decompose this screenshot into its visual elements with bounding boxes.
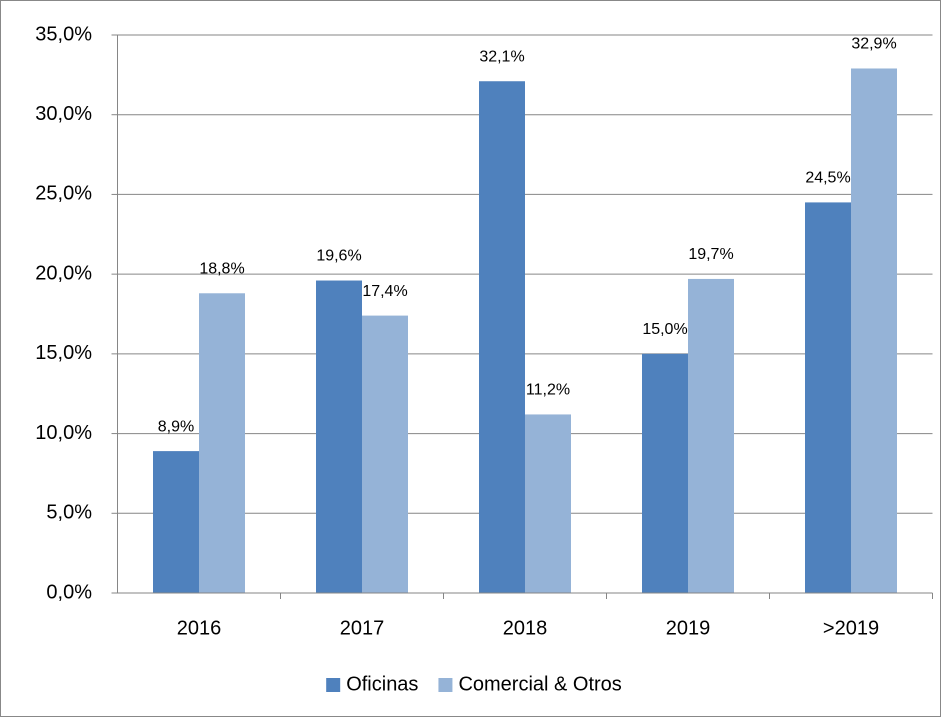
value-label: 17,4%	[362, 283, 407, 300]
bar	[316, 280, 362, 593]
bar	[525, 414, 571, 593]
bar	[199, 293, 245, 593]
x-tick-label: 2017	[340, 617, 385, 639]
y-tick-label: 35,0%	[35, 23, 92, 45]
value-label: 11,2%	[526, 382, 570, 399]
x-tick-label: 2018	[503, 617, 548, 639]
x-tick-label: 2016	[177, 617, 222, 639]
legend-swatch	[438, 678, 453, 692]
value-label: 8,9%	[158, 418, 194, 435]
y-tick-label: 30,0%	[35, 103, 92, 125]
value-label: 24,5%	[805, 170, 850, 187]
y-tick-label: 15,0%	[35, 342, 92, 364]
bar	[805, 202, 851, 593]
value-label: 18,8%	[199, 260, 244, 277]
value-label: 19,7%	[688, 246, 733, 263]
legend-swatch	[326, 678, 341, 692]
value-label: 15,0%	[642, 321, 687, 338]
bar	[153, 451, 199, 593]
x-tick-label: 2019	[666, 617, 711, 639]
y-tick-label: 10,0%	[35, 422, 92, 444]
y-tick-label: 20,0%	[35, 262, 92, 284]
bar	[688, 278, 734, 593]
bar	[479, 81, 525, 593]
y-tick-label: 0,0%	[46, 581, 92, 603]
legend-label: Comercial & Otros	[458, 673, 621, 695]
x-tick-label: >2019	[823, 617, 879, 639]
value-label: 32,1%	[479, 48, 524, 65]
legend-label: Oficinas	[346, 673, 418, 695]
bar	[642, 353, 688, 593]
value-label: 32,9%	[851, 36, 896, 53]
bar	[362, 315, 408, 593]
y-tick-label: 5,0%	[46, 502, 92, 524]
bar	[851, 68, 897, 594]
value-label: 19,6%	[316, 248, 361, 265]
y-tick-label: 25,0%	[35, 183, 92, 205]
